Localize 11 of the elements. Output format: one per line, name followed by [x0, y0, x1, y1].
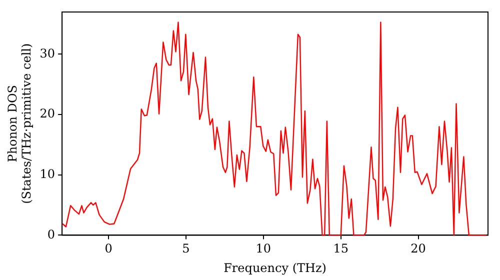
x-tick-label: 0 — [104, 242, 112, 256]
x-tick-label: 5 — [182, 242, 190, 256]
x-axis-title: Frequency (THz) — [224, 260, 326, 275]
y-tick-label: 10 — [40, 167, 56, 181]
x-tick-label: 10 — [256, 242, 272, 256]
x-tick-label: 20 — [410, 242, 426, 256]
y-tick-label: 20 — [40, 106, 56, 121]
y-axis-title: Phonon DOS (States/THz·primitive cell) — [5, 43, 34, 204]
y-tick-label: 0 — [47, 227, 56, 242]
y-tick-label: 30 — [40, 46, 56, 60]
x-tick-label: 15 — [333, 242, 348, 256]
